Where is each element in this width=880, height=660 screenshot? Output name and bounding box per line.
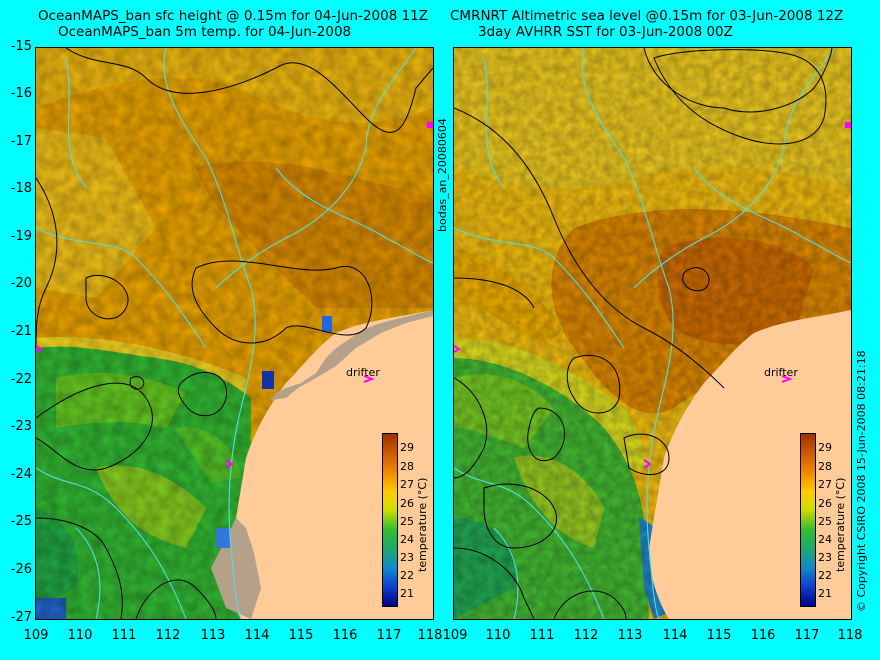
drifter-marker xyxy=(845,122,851,128)
lon-tick: 118 xyxy=(837,628,863,643)
lat-tick: -21 xyxy=(10,324,32,339)
drifter-marker xyxy=(225,459,234,469)
colorbar-tick: 24 xyxy=(400,533,414,546)
lat-tick: -18 xyxy=(10,181,32,196)
lon-tick: 111 xyxy=(529,628,555,643)
left-map-panel xyxy=(35,47,434,620)
lat-tick: -22 xyxy=(10,372,32,387)
colorbar-tick: 21 xyxy=(818,587,832,600)
colorbar-tick: 27 xyxy=(400,478,414,491)
drifter-marker xyxy=(781,375,793,383)
copyright-label: © Copyright CSIRO 2008 15-Jun-2008 08:21… xyxy=(855,350,868,612)
right-map-svg xyxy=(454,48,851,619)
colorbar-right xyxy=(800,433,816,607)
lon-tick: 110 xyxy=(67,628,93,643)
right-map-panel xyxy=(453,47,852,620)
drifter-markers xyxy=(36,122,433,469)
lat-tick: -26 xyxy=(10,562,32,577)
analysis-id-label: bodas_an_20080604 xyxy=(436,118,449,232)
lon-tick: 114 xyxy=(244,628,270,643)
colorbar-tick: 25 xyxy=(818,515,832,528)
drifter-label-right: drifter xyxy=(764,366,798,379)
lat-tick: -16 xyxy=(10,86,32,101)
lon-tick: 118 xyxy=(417,628,443,643)
right-title-line2: 3day AVHRR SST for 03-Jun-2008 00Z xyxy=(478,24,733,40)
colorbar-tick: 26 xyxy=(400,497,414,510)
bathymetry-contours xyxy=(454,48,851,619)
lon-tick: 116 xyxy=(750,628,776,643)
drifter-marker xyxy=(643,459,652,469)
lon-tick: 114 xyxy=(662,628,688,643)
colorbar-right-title: temperature (°C) xyxy=(834,477,847,572)
colorbar-tick: 23 xyxy=(400,551,414,564)
lat-tick: -27 xyxy=(10,610,32,625)
lon-tick: 113 xyxy=(200,628,226,643)
lon-tick: 109 xyxy=(442,628,468,643)
colorbar-tick: 22 xyxy=(400,569,414,582)
drifter-label-left: drifter xyxy=(346,366,380,379)
lon-tick: 117 xyxy=(376,628,402,643)
lat-tick: -20 xyxy=(10,276,32,291)
lon-tick: 117 xyxy=(794,628,820,643)
lon-tick: 115 xyxy=(706,628,732,643)
colorbar-tick: 21 xyxy=(400,587,414,600)
lat-tick: -24 xyxy=(10,467,32,482)
drifter-marker xyxy=(363,375,375,383)
colorbar-tick: 24 xyxy=(818,533,832,546)
lon-tick: 109 xyxy=(23,628,49,643)
lat-tick: -25 xyxy=(10,514,32,529)
colorbar-tick: 28 xyxy=(400,460,414,473)
drifter-marker xyxy=(454,345,461,353)
lon-tick: 110 xyxy=(485,628,511,643)
colorbar-tick: 25 xyxy=(400,515,414,528)
bathymetry-contours xyxy=(36,48,433,619)
lon-tick: 113 xyxy=(617,628,643,643)
colorbar-tick: 23 xyxy=(818,551,832,564)
lon-tick: 116 xyxy=(332,628,358,643)
sea-level-contours xyxy=(454,48,833,619)
left-title-line2: OceanMAPS_ban 5m temp. for 04-Jun-2008 xyxy=(58,24,352,40)
lon-tick: 112 xyxy=(155,628,181,643)
left-map-svg xyxy=(36,48,433,619)
colorbar-tick: 29 xyxy=(818,441,832,454)
lat-tick: -19 xyxy=(10,229,32,244)
colorbar-tick: 22 xyxy=(818,569,832,582)
colorbar-tick: 28 xyxy=(818,460,832,473)
lat-tick: -15 xyxy=(10,39,32,54)
colorbar-left-title: temperature (°C) xyxy=(416,477,429,572)
colorbar-tick: 29 xyxy=(400,441,414,454)
lon-tick: 111 xyxy=(111,628,137,643)
right-title-line1: CMRNRT Altimetric sea level @0.15m for 0… xyxy=(450,8,844,24)
left-title-line1: OceanMAPS_ban sfc height @ 0.15m for 04-… xyxy=(38,8,429,24)
colorbar-tick: 26 xyxy=(818,497,832,510)
drifter-marker xyxy=(36,345,43,353)
colorbar-tick: 27 xyxy=(818,478,832,491)
lat-tick: -23 xyxy=(10,419,32,434)
lon-tick: 112 xyxy=(573,628,599,643)
colorbar-left xyxy=(382,433,398,607)
lat-tick: -17 xyxy=(10,134,32,149)
lon-tick: 115 xyxy=(288,628,314,643)
drifter-marker xyxy=(427,122,433,128)
drifter-markers xyxy=(454,122,851,469)
sea-level-contours xyxy=(36,48,433,619)
